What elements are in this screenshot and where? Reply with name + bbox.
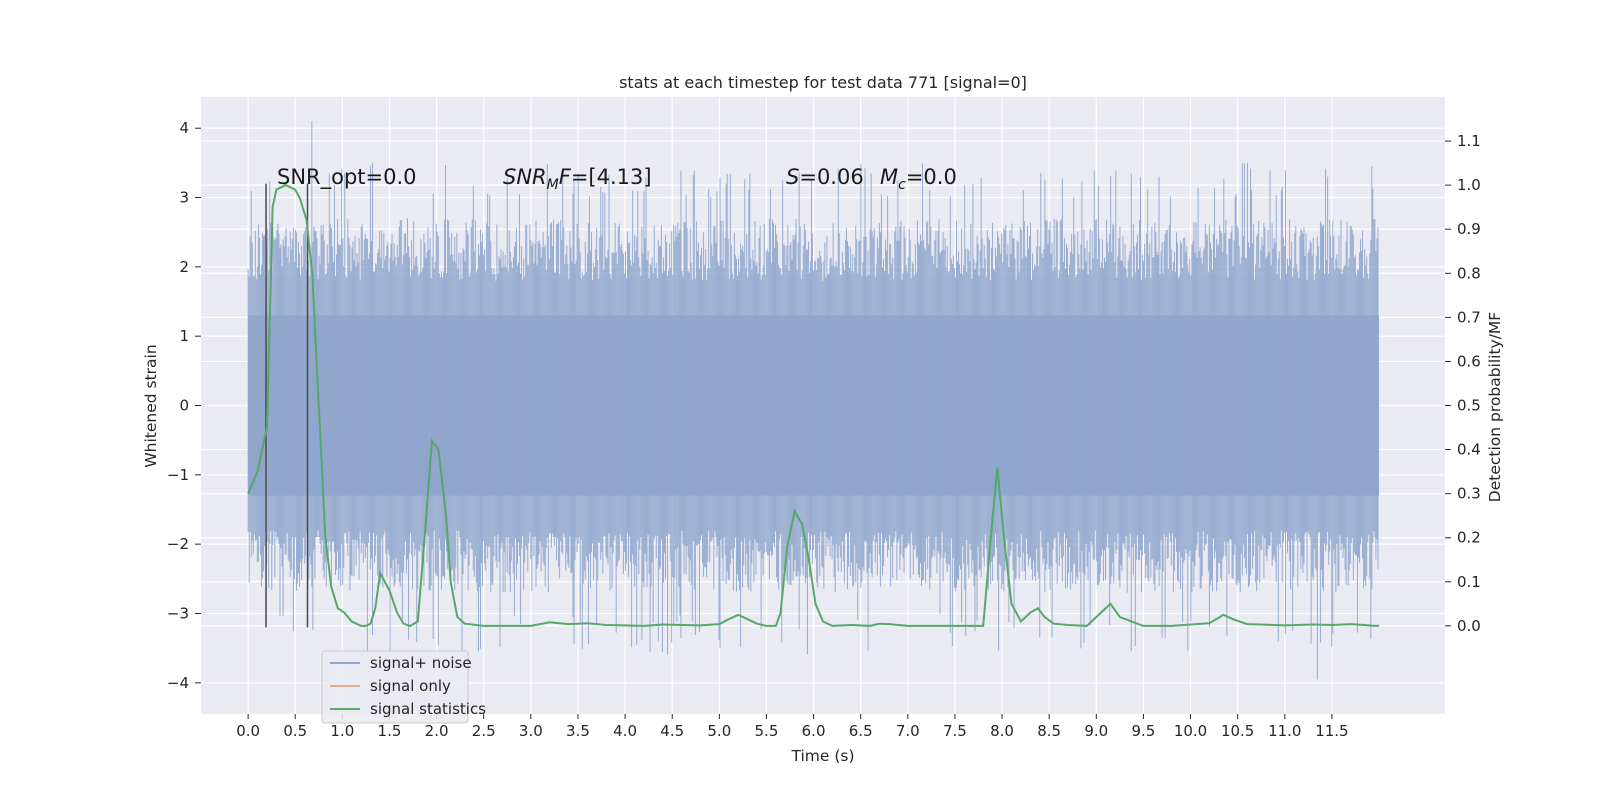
x-tick-label-17: 8.5 (1037, 722, 1061, 740)
x-tick-label-1: 0.5 (283, 722, 307, 740)
x-tick-label-10: 5.0 (707, 722, 731, 740)
x-tick-label-5: 2.5 (472, 722, 496, 740)
y-tick-label-5: −1 (167, 466, 189, 484)
x-tick-label-13: 6.5 (849, 722, 873, 740)
y2-tick-label-2: 0.9 (1457, 220, 1481, 238)
legend-label-signal-statistics: signal statistics (370, 700, 486, 718)
y2-tick-label-3: 0.8 (1457, 264, 1481, 282)
y2-tick-label-4: 0.7 (1457, 308, 1481, 326)
x-tick-label-14: 7.0 (896, 722, 920, 740)
y-tick-label-1: 3 (179, 189, 189, 207)
x-tick-label-0: 0.0 (236, 722, 260, 740)
annotation-snr-opt: SNR_opt=0.0 (277, 165, 417, 190)
x-tick-label-19: 9.5 (1131, 722, 1155, 740)
y-tick-label-3: 1 (179, 327, 189, 345)
x-tick-label-9: 4.5 (660, 722, 684, 740)
y-tick-label-2: 2 (179, 258, 189, 276)
legend-label-signal-noise: signal+ noise (370, 654, 472, 672)
y2-tick-label-0: 1.1 (1457, 132, 1481, 150)
y2-tick-label-5: 0.6 (1457, 352, 1481, 370)
x-tick-label-7: 3.5 (566, 722, 590, 740)
x-tick-label-6: 3.0 (519, 722, 543, 740)
x-axis-label: Time (s) (790, 747, 854, 765)
signal-statistics-line (247, 183, 1379, 627)
x-tick-label-23: 11.5 (1315, 722, 1348, 740)
x-tick-label-11: 5.5 (755, 722, 779, 740)
x-tick-label-22: 11.0 (1268, 722, 1301, 740)
x-tick-label-8: 4.0 (613, 722, 637, 740)
y2-tick-label-10: 0.1 (1457, 573, 1481, 591)
y2-tick-label-7: 0.4 (1457, 441, 1481, 459)
annotation-s: S=0.06 (786, 165, 864, 189)
x-tick-label-12: 6.0 (802, 722, 826, 740)
y2-tick-label-1: 1.0 (1457, 176, 1481, 194)
y2-tick-label-11: 0.0 (1457, 617, 1481, 635)
axis-ticks: 0.0 0.5 1.0 1.5 2.0 2.5 3.0 3.5 4.0 4.5 5.0 5.5 6.0 6… (167, 119, 1481, 740)
y-axis-label: Whitened strain (142, 344, 160, 467)
legend: signal+ noise signal only signal statist… (321, 650, 486, 724)
y-tick-label-4: 0 (179, 397, 189, 415)
y2-axis-label: Detection probability/MF (1486, 312, 1504, 503)
y-tick-label-0: 4 (179, 119, 189, 137)
y-tick-label-8: −4 (167, 674, 189, 692)
x-tick-label-15: 7.5 (943, 722, 967, 740)
x-tick-label-18: 9.0 (1084, 722, 1108, 740)
x-tick-label-21: 10.5 (1221, 722, 1254, 740)
y2-tick-label-9: 0.2 (1457, 529, 1481, 547)
chart-title: stats at each timestep for test data 771… (619, 73, 1027, 92)
annotation-snr-mf: SNRMF=[4.13] (503, 165, 652, 193)
legend-label-signal-only: signal only (370, 677, 451, 695)
x-tick-label-20: 10.0 (1174, 722, 1207, 740)
signal-noise-series (247, 121, 1380, 680)
y-tick-label-7: −3 (167, 604, 189, 622)
x-tick-label-2: 1.0 (330, 722, 354, 740)
x-tick-label-16: 8.0 (990, 722, 1014, 740)
signal-statistics-series (247, 183, 1379, 627)
marker-lines (265, 183, 309, 628)
legend-box (321, 650, 469, 724)
y2-tick-label-8: 0.3 (1457, 485, 1481, 503)
y2-tick-label-6: 0.5 (1457, 397, 1481, 415)
annotation-mc: Mc=0.0 (880, 165, 957, 193)
y-tick-label-6: −2 (167, 535, 189, 553)
annotations: SNR_opt=0.0 SNRMF=[4.13] S=0.06 Mc=0.0 (277, 165, 957, 193)
x-tick-label-3: 1.5 (378, 722, 402, 740)
x-tick-label-4: 2.0 (425, 722, 449, 740)
